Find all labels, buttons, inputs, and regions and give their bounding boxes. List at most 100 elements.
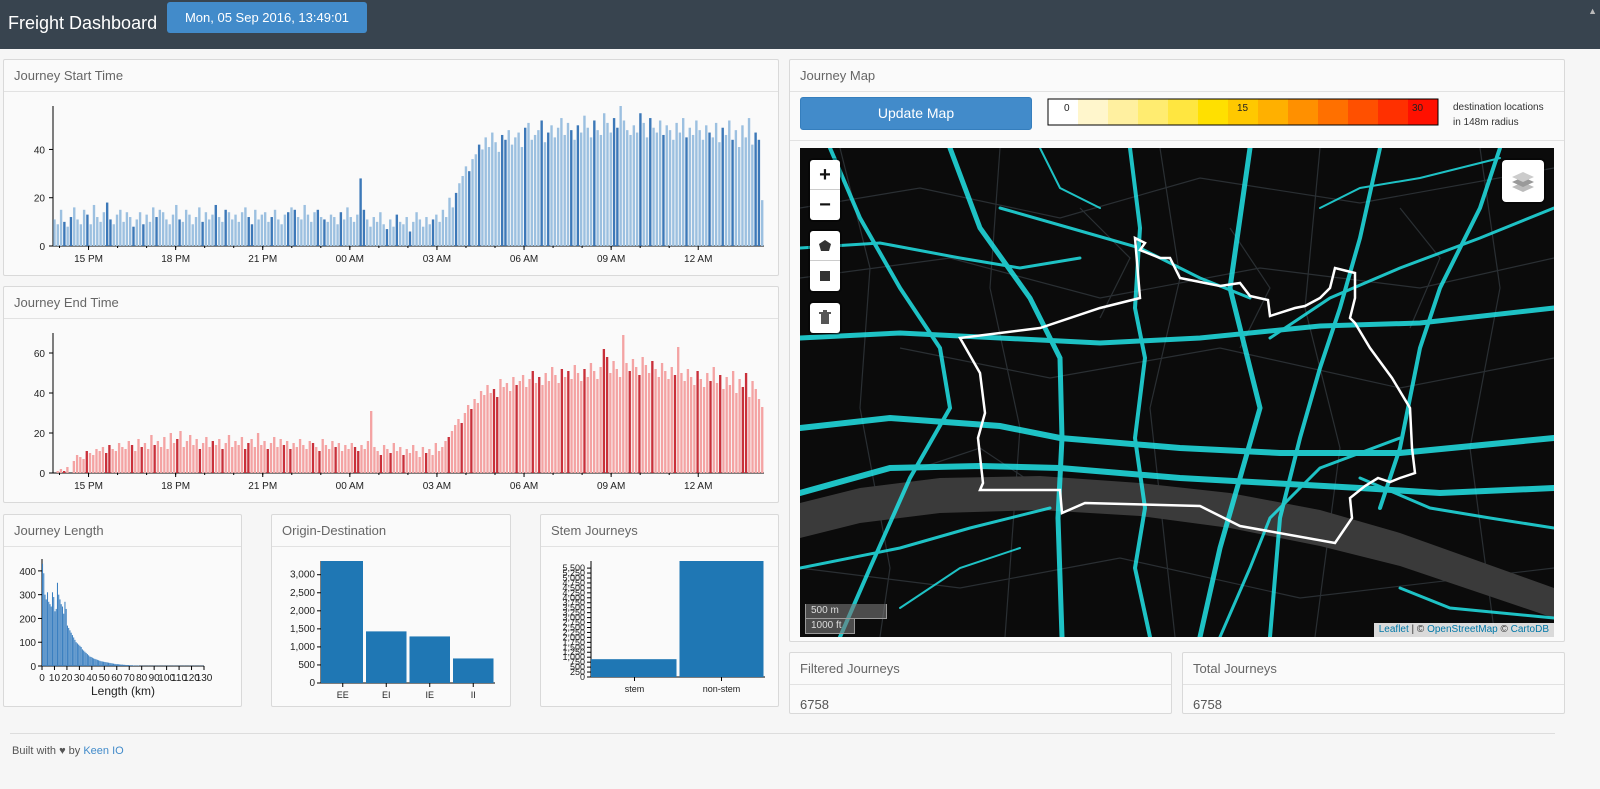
- histogram-bar: [473, 399, 476, 473]
- stem-journeys-chart[interactable]: stem non-stem 02505007501,0001,2501,5001,7…: [541, 547, 778, 706]
- leaflet-link[interactable]: Leaflet: [1378, 624, 1409, 635]
- update-map-button[interactable]: Update Map: [800, 97, 1032, 130]
- histogram-bar: [747, 118, 751, 246]
- histogram-bar: [311, 443, 315, 473]
- y-tick-label: 1,000: [290, 642, 315, 653]
- map-canvas[interactable]: [800, 148, 1554, 637]
- panel-title: Total Journeys: [1183, 653, 1564, 685]
- histogram-bar: [622, 335, 625, 473]
- x-tick-label: 120: [183, 673, 200, 684]
- histogram-bar: [86, 654, 88, 666]
- histogram-bar: [566, 122, 570, 246]
- y-tick-label: 60: [34, 349, 46, 360]
- histogram-bar: [518, 381, 522, 473]
- histogram-bar: [214, 445, 218, 473]
- histogram-bar: [244, 207, 247, 246]
- histogram-bar: [189, 435, 192, 473]
- histogram-bar: [155, 217, 158, 246]
- histogram-bar: [108, 662, 110, 666]
- histogram-bar: [556, 127, 560, 246]
- histogram-bar: [583, 115, 586, 246]
- x-tick-label: 130: [196, 673, 213, 684]
- histogram-bar: [538, 377, 541, 473]
- histogram-bar: [547, 132, 550, 246]
- histogram-bar: [357, 451, 360, 473]
- brand-title[interactable]: Freight Dashboard: [8, 13, 158, 33]
- histogram-bar: [579, 132, 583, 246]
- draw-toolbar: [810, 231, 840, 291]
- histogram-bar: [563, 377, 567, 473]
- histogram-bar: [628, 371, 631, 473]
- histogram-bar: [73, 637, 75, 666]
- histogram-bar: [169, 433, 172, 473]
- histogram-bar: [79, 645, 81, 666]
- delete-layers-button[interactable]: [810, 303, 840, 333]
- histogram-bar: [179, 431, 182, 473]
- footer-text: Built with ♥ by: [12, 745, 84, 757]
- histogram-bar: [211, 214, 214, 246]
- histogram-bar: [115, 664, 117, 666]
- histogram-bar: [76, 643, 78, 666]
- histogram-bar: [121, 664, 123, 666]
- y-tick-label: 20: [34, 429, 46, 440]
- histogram-bar: [445, 217, 448, 246]
- journey-map[interactable]: + − 500 m 1000 ft Leaflet | © OpenStreet…: [800, 148, 1554, 637]
- histogram-bar: [51, 592, 54, 666]
- x-axis-label: Length (km): [91, 684, 155, 698]
- scroll-up-arrow-icon[interactable]: ▲: [1588, 6, 1597, 16]
- histogram-bar: [385, 229, 389, 246]
- histogram-bar: [711, 137, 715, 246]
- zoom-out-button[interactable]: −: [819, 194, 831, 216]
- histogram-bar: [507, 130, 510, 246]
- histogram-bar: [609, 132, 612, 246]
- histogram-bar: [263, 441, 266, 473]
- panel-title: Journey Map: [790, 60, 1564, 92]
- histogram-bar: [260, 214, 264, 246]
- histogram-bar: [145, 214, 148, 246]
- histogram-bar: [362, 209, 366, 246]
- histogram-bar: [105, 453, 108, 473]
- histogram-bar: [324, 445, 328, 473]
- histogram-bar: [237, 445, 240, 473]
- origin-destination-chart[interactable]: EE EI IE II 0 500 1,000 1,500 2,000 2,500 3,000: [272, 547, 510, 706]
- layers-control-button[interactable]: [1502, 160, 1544, 202]
- legend-note-line1: destination locations: [1453, 102, 1544, 113]
- y-tick-label: 1,250: [562, 647, 585, 657]
- panel-title: Journey Start Time: [4, 60, 778, 92]
- histogram-bar: [457, 419, 460, 473]
- x-tick-label: 10: [49, 673, 61, 684]
- histogram-bar: [470, 409, 473, 473]
- histogram-bar: [596, 130, 599, 246]
- draw-polygon-button[interactable]: [810, 231, 840, 261]
- histogram-bar: [382, 224, 385, 246]
- histogram-bar: [398, 221, 402, 246]
- histogram-bar: [434, 443, 437, 473]
- cartodb-link[interactable]: CartoDB: [1510, 624, 1549, 635]
- y-tick-label: 500: [570, 662, 585, 672]
- histogram-bar: [185, 441, 189, 473]
- histogram-bar: [534, 383, 538, 473]
- histogram-bar: [609, 373, 612, 473]
- histogram-bar: [560, 118, 563, 246]
- draw-rectangle-button[interactable]: [810, 261, 840, 291]
- histogram-bar: [494, 142, 497, 246]
- histogram-bar: [298, 439, 302, 473]
- histogram-bar: [59, 469, 63, 473]
- histogram-bar: [389, 453, 392, 473]
- histogram-bar: [140, 447, 143, 473]
- histogram-bar: [487, 147, 491, 246]
- histogram-bar: [45, 599, 47, 666]
- osm-link[interactable]: OpenStreetMap: [1427, 624, 1498, 635]
- histogram-bar: [567, 371, 570, 473]
- histogram-bar: [319, 217, 323, 246]
- bar-ei: [366, 631, 407, 683]
- histogram-bar: [744, 137, 747, 246]
- journey-start-time-chart[interactable]: 0 20 40 15 PM 18 PM 21 PM 00 AM 03 AM 06 AM 09 AM…: [4, 92, 778, 275]
- keen-io-link[interactable]: Keen IO: [83, 745, 124, 757]
- y-tick-label: 1,750: [562, 637, 585, 647]
- zoom-in-button[interactable]: +: [810, 160, 840, 190]
- histogram-bar: [85, 451, 88, 473]
- journey-end-time-chart[interactable]: 0 20 40 60 15 PM 18 PM 21 PM 00 AM 03 AM 06 AM 09 …: [4, 319, 778, 502]
- histogram-bar: [441, 209, 445, 246]
